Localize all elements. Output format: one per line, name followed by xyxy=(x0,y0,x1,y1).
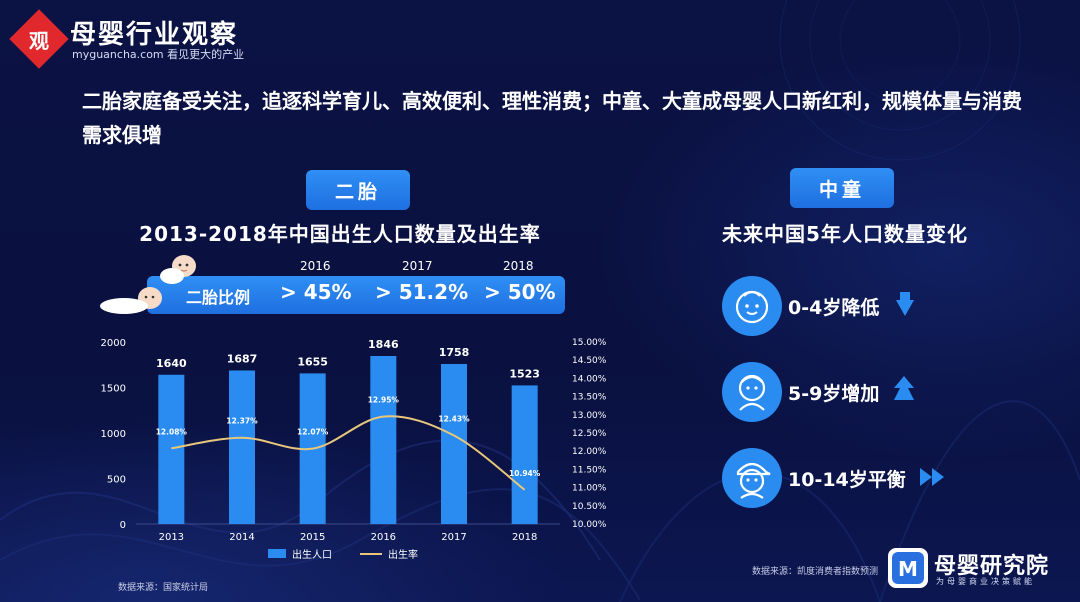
ratio-year-2017: 2017 xyxy=(402,259,433,273)
pill-middle-child: 中童 xyxy=(790,168,894,208)
bar xyxy=(511,385,538,524)
down-arrow-icon xyxy=(896,292,914,316)
up-arrow-icon xyxy=(894,376,914,400)
bar xyxy=(441,364,467,524)
bar-value-label: 1687 xyxy=(227,352,258,365)
bar-value-label: 1523 xyxy=(509,367,540,380)
future-population-title: 未来中国5年人口数量变化 xyxy=(722,222,968,246)
baby-face-circle xyxy=(722,276,782,336)
footer-brand-subtitle: 为母婴商业决策赋能 xyxy=(936,577,1035,586)
footer-logo-glyph: M xyxy=(898,557,918,581)
left-source-note: 数据来源：国家统计局 xyxy=(118,583,209,593)
y-right-tick-label: 11.00% xyxy=(572,484,607,494)
double-right-arrow-icon xyxy=(920,468,944,486)
second-child-ratio-bar xyxy=(147,276,565,314)
y-left-tick-label: 0 xyxy=(120,520,126,531)
y-left-tick-label: 1500 xyxy=(101,384,126,395)
baby-face-icon xyxy=(735,290,769,324)
child-face-icon xyxy=(738,374,766,411)
bar-value-label: 1758 xyxy=(439,346,470,359)
age-5-9-label: 5-9岁增加 xyxy=(788,383,880,405)
y-right-tick-label: 15.00% xyxy=(572,338,607,348)
x-tick-label: 2015 xyxy=(300,532,325,543)
y-right-tick-label: 12.00% xyxy=(572,447,607,457)
boy-cap-face-icon xyxy=(736,462,771,499)
age-0-4-label: 0-4岁降低 xyxy=(788,297,880,319)
age-10-14-label: 10-14岁平衡 xyxy=(788,469,906,491)
y-right-tick-label: 10.00% xyxy=(572,520,607,530)
brand-logo-mark: 观 xyxy=(29,28,49,53)
x-tick-label: 2018 xyxy=(512,532,537,543)
line-value-label: 12.07% xyxy=(297,428,329,437)
brand-subtitle: myguancha.com 看见更大的产业 xyxy=(72,48,245,61)
legend-bar-label: 出生人口 xyxy=(292,548,332,561)
y-right-tick-label: 12.50% xyxy=(572,429,607,439)
x-tick-label: 2017 xyxy=(441,532,466,543)
y-right-tick-label: 14.50% xyxy=(572,356,607,366)
research-institute-logo-icon: M xyxy=(888,548,928,588)
bar-value-label: 1655 xyxy=(297,355,328,368)
y-left-tick-label: 2000 xyxy=(101,338,126,349)
ratio-label: 二胎比例 xyxy=(186,288,251,307)
x-tick-label: 2014 xyxy=(229,532,254,543)
ratio-year-2016: 2016 xyxy=(300,259,331,273)
bar-value-label: 1846 xyxy=(368,338,399,351)
x-tick-label: 2016 xyxy=(371,532,396,543)
legend-line-label: 出生率 xyxy=(388,548,418,561)
y-left-tick-label: 500 xyxy=(107,475,126,486)
page-headline: 二胎家庭备受关注，追逐科学育儿、高效便利、理性消费；中童、大童成母婴人口新红利，… xyxy=(82,89,1022,147)
lying-baby-illustration-icon xyxy=(100,287,162,314)
y-right-tick-label: 14.00% xyxy=(572,374,607,384)
baby-illustration-icon xyxy=(160,255,196,284)
bar-value-label: 1640 xyxy=(156,357,187,370)
bar xyxy=(158,374,185,524)
right-source-note: 数据来源：凯度消费者指数预测 xyxy=(752,567,879,577)
ratio-value-2018: > 50% xyxy=(484,280,556,304)
boy-cap-face-circle xyxy=(722,448,782,508)
y-left-tick-label: 1000 xyxy=(101,429,126,440)
ratio-year-2018: 2018 xyxy=(503,259,534,273)
bar xyxy=(229,370,255,524)
line-value-label: 12.95% xyxy=(368,396,400,405)
y-right-tick-label: 13.00% xyxy=(572,411,607,421)
ratio-value-2016: > 45% xyxy=(280,280,352,304)
legend-bar-swatch xyxy=(268,549,286,558)
brand-name: 母婴行业观察 xyxy=(70,20,239,50)
footer-brand-name: 母婴研究院 xyxy=(934,554,1050,579)
y-right-tick-label: 13.50% xyxy=(572,393,607,403)
birth-rate-line xyxy=(171,415,526,491)
y-right-tick-label: 11.50% xyxy=(572,465,607,475)
y-right-tick-label: 10.50% xyxy=(572,502,607,512)
chart-title: 2013-2018年中国出生人口数量及出生率 xyxy=(139,222,541,246)
ratio-value-2017: > 51.2% xyxy=(375,280,469,304)
line-value-label: 12.37% xyxy=(226,417,258,426)
line-value-label: 12.08% xyxy=(156,427,188,436)
line-value-label: 12.43% xyxy=(438,415,470,424)
child-face-circle xyxy=(722,362,782,422)
bar xyxy=(370,356,397,524)
x-tick-label: 2013 xyxy=(159,532,184,543)
line-value-label: 10.94% xyxy=(509,469,541,478)
pill-second-child: 二胎 xyxy=(306,170,410,210)
